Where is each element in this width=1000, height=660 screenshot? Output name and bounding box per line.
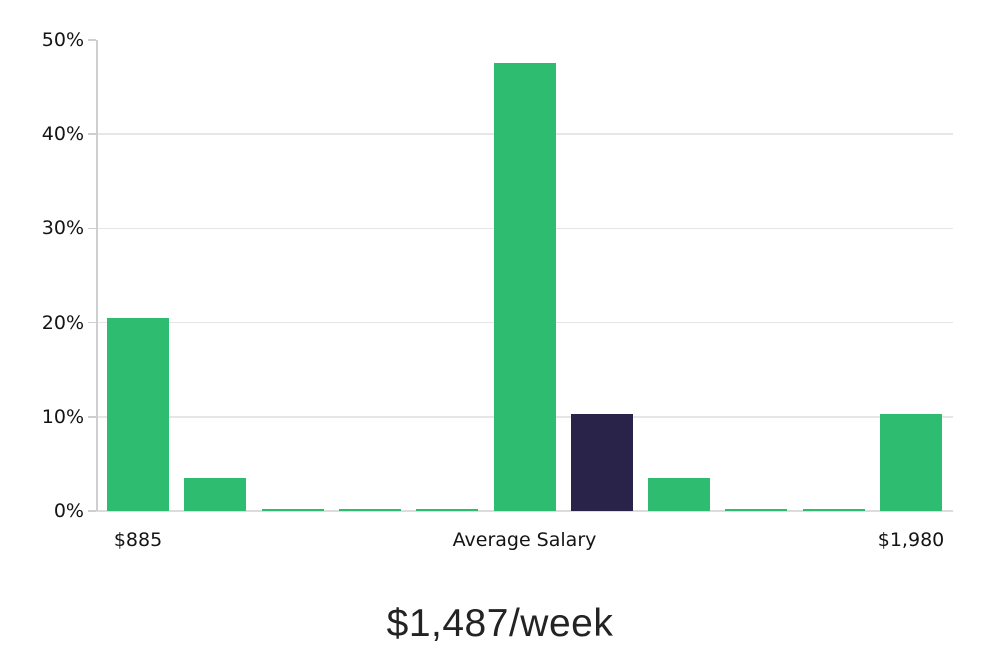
y-tick-label: 20%	[41, 311, 84, 334]
x-tick-label: $1,980	[877, 529, 945, 551]
x-axis-baseline	[88, 510, 953, 512]
y-axis-line	[96, 40, 98, 511]
x-tick-label: $885	[113, 529, 163, 551]
y-tick-mark	[88, 39, 96, 41]
y-tick-mark	[88, 416, 96, 418]
bar	[184, 478, 247, 511]
y-tick-label: 10%	[41, 405, 84, 428]
bar	[493, 62, 556, 511]
bar	[880, 413, 942, 511]
bar-highlight	[570, 413, 633, 511]
y-tick-label: 40%	[41, 123, 84, 146]
bar	[416, 509, 479, 511]
weekly-salary-caption: $1,487/week	[386, 602, 614, 645]
y-tick-label: 50%	[41, 29, 84, 51]
y-tick-mark	[88, 133, 96, 135]
bar	[648, 478, 711, 511]
y-tick-mark	[88, 510, 96, 512]
x-tick-label: Average Salary	[452, 529, 597, 551]
bar	[725, 509, 788, 511]
bar	[802, 509, 865, 511]
bar	[107, 317, 169, 511]
y-tick-mark	[88, 321, 96, 324]
bar	[261, 509, 324, 511]
y-tick-label: 30%	[41, 217, 84, 240]
y-tick-mark	[88, 227, 96, 230]
y-tick-label: 0%	[53, 500, 84, 522]
bar	[338, 509, 401, 511]
